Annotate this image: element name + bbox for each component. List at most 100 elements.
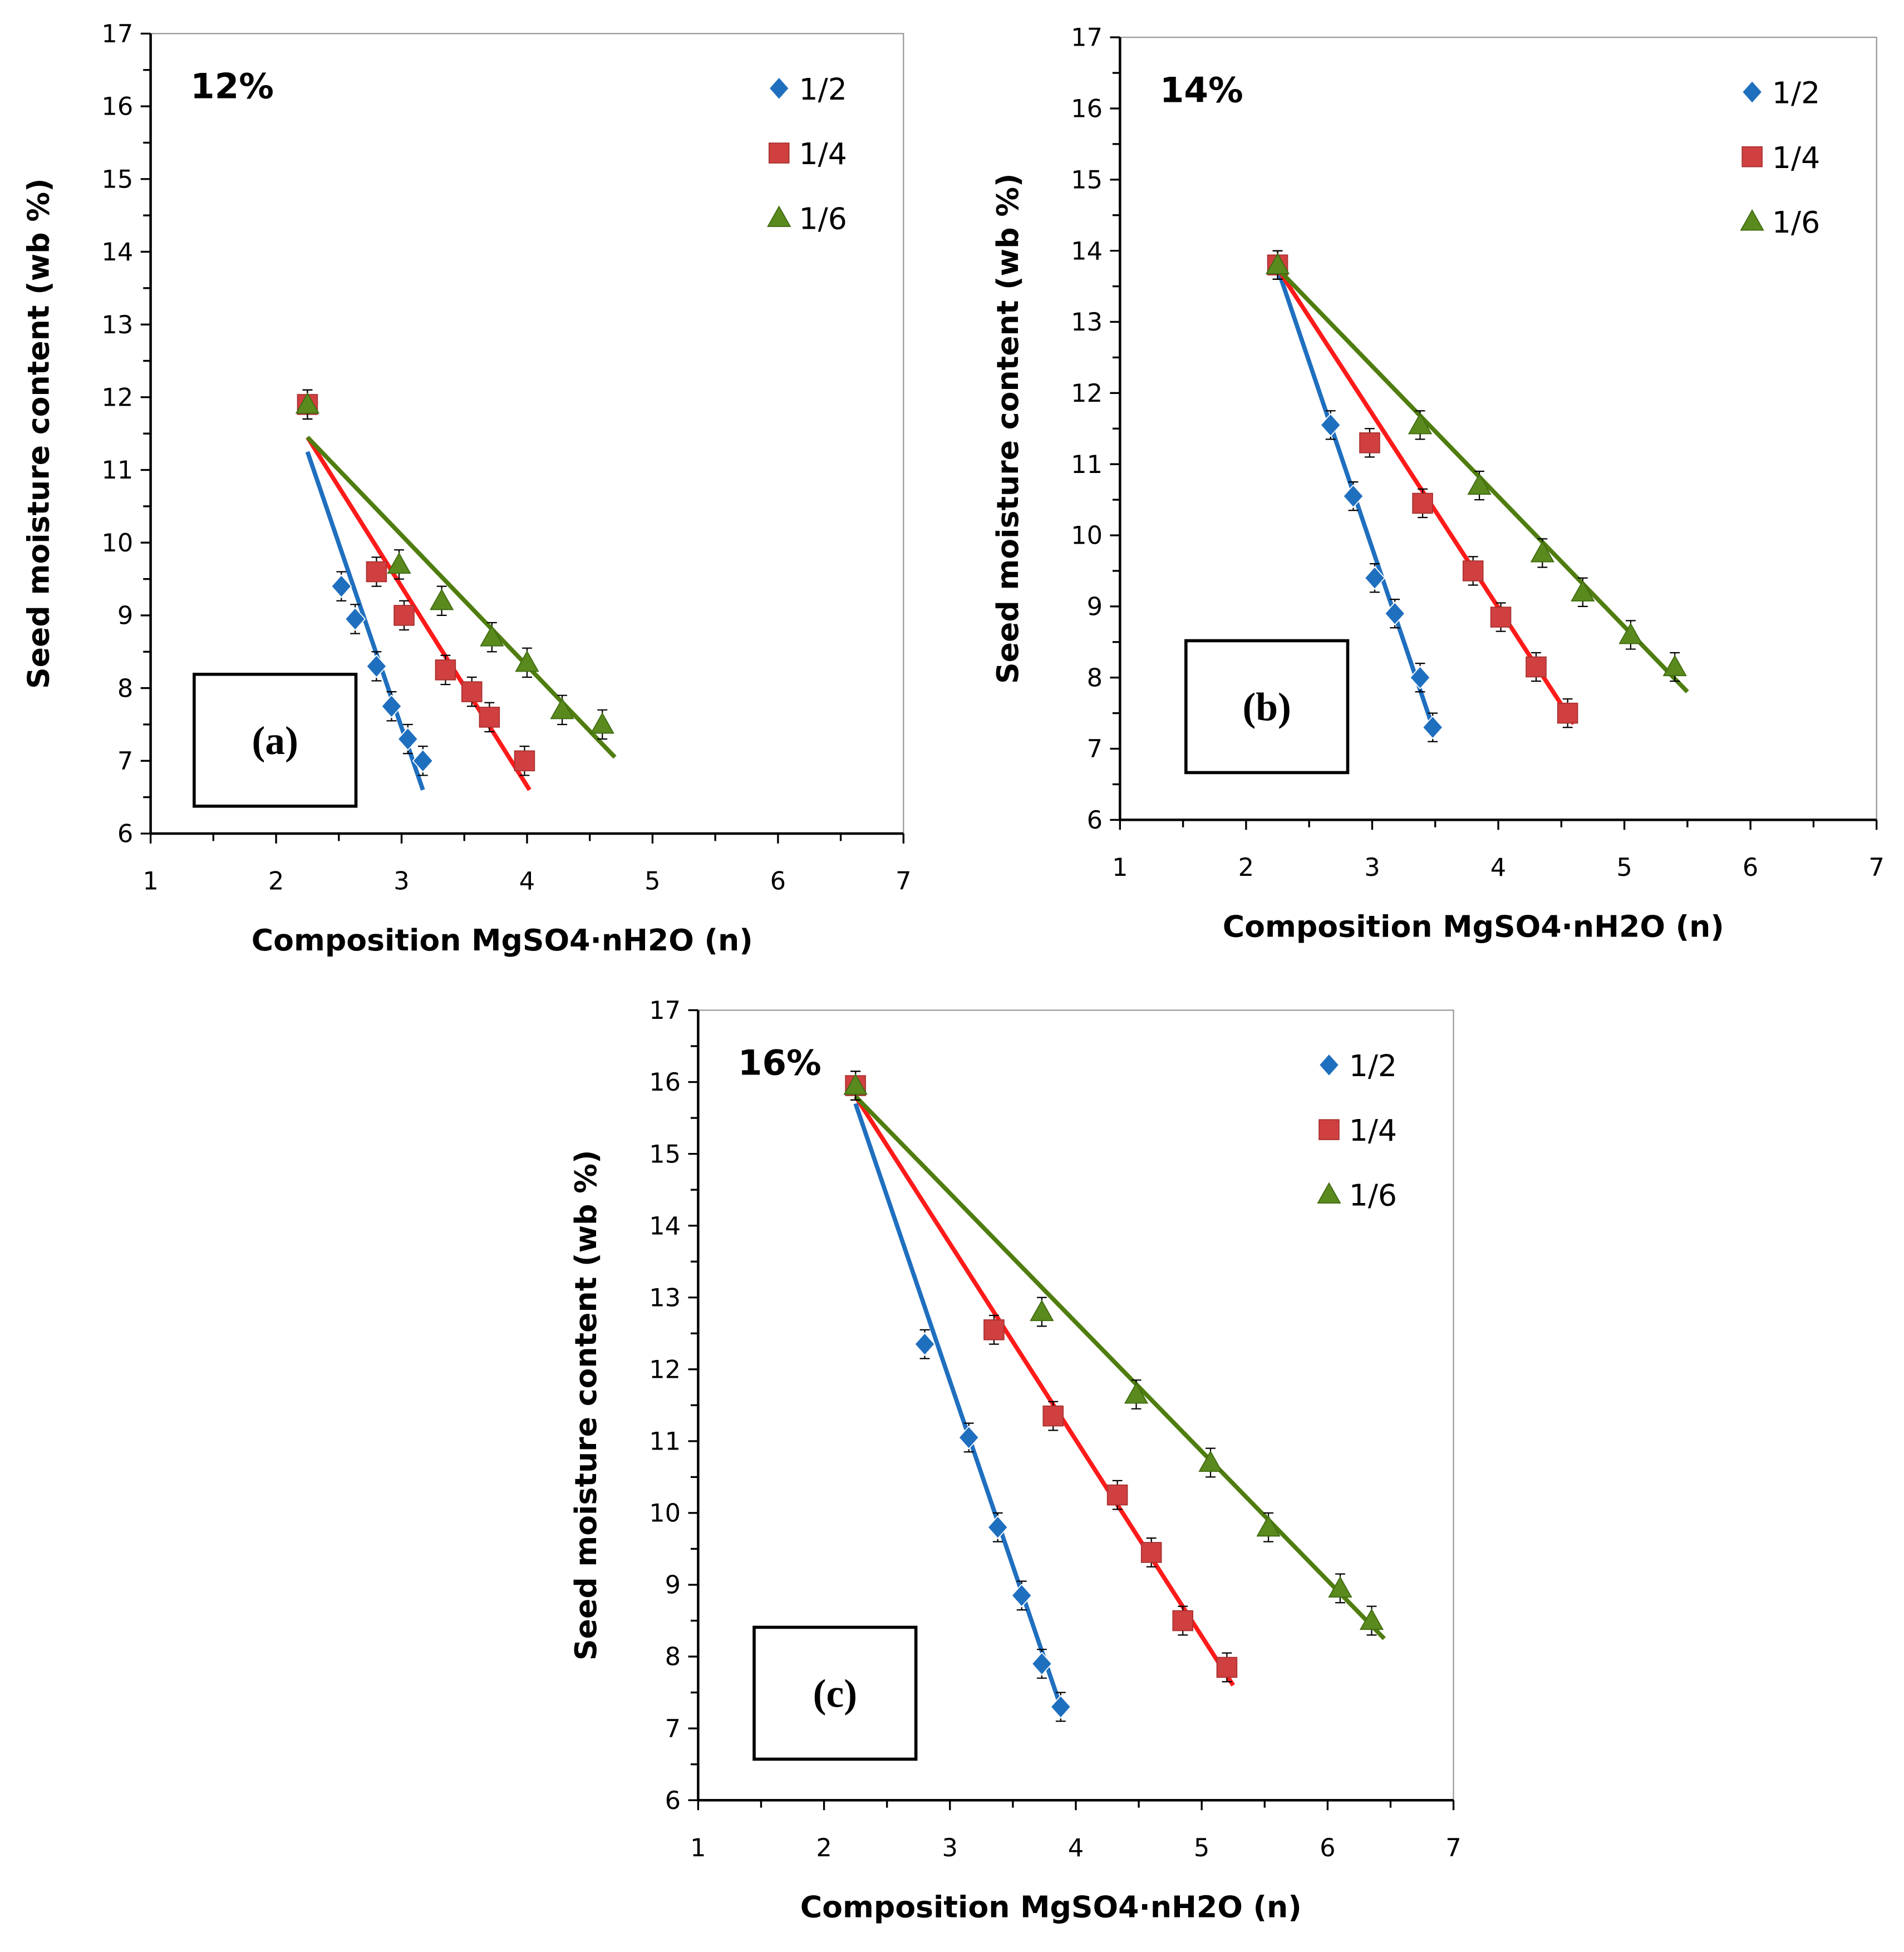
y-tick-label: 16 (649, 1067, 681, 1097)
y-tick-label: 12 (101, 382, 133, 412)
x-tick-label: 5 (1194, 1833, 1209, 1862)
data-point-1-6 (295, 392, 320, 414)
data-point-1-2 (914, 1332, 936, 1357)
x-tick-label: 1 (142, 866, 158, 896)
y-axis-label: Seed moisture content (wb %) (21, 178, 56, 689)
panel-label: (a) (252, 719, 298, 763)
data-point-1-2 (366, 654, 387, 678)
data-point-1-4 (1526, 656, 1547, 678)
y-tick-label: 13 (1071, 307, 1103, 337)
legend-marker-1-4 (1318, 1119, 1340, 1140)
x-tick-label: 1 (690, 1833, 706, 1862)
data-point-1-2 (1031, 1652, 1052, 1676)
x-tick-label: 7 (1445, 1833, 1461, 1862)
legend-marker-1-2 (768, 76, 790, 101)
y-tick-label: 16 (101, 92, 133, 121)
legend-label: 1/4 (799, 136, 847, 171)
data-point-1-4 (1359, 432, 1380, 454)
data-point-1-4 (435, 659, 456, 681)
data-point-1-6 (1467, 473, 1492, 495)
legend-label: 1/2 (799, 72, 847, 107)
x-tick-label: 2 (268, 866, 284, 896)
y-tick-label: 10 (649, 1498, 681, 1528)
y-tick-label: 9 (1087, 592, 1103, 622)
annotation-label: 14% (1160, 70, 1243, 110)
y-tick-label: 7 (665, 1714, 681, 1743)
data-point-1-2 (958, 1425, 980, 1450)
data-point-1-4 (1106, 1484, 1128, 1506)
x-tick-label: 4 (1490, 852, 1506, 882)
x-tick-label: 3 (393, 866, 409, 896)
y-tick-label: 14 (1071, 236, 1103, 265)
fit-line-1-6 (854, 1095, 1386, 1640)
x-tick-label: 3 (1364, 852, 1380, 882)
annotation-label: 12% (190, 66, 274, 107)
y-tick-label: 6 (1087, 805, 1103, 835)
y-tick-label: 17 (1071, 23, 1103, 52)
y-tick-label: 14 (649, 1211, 681, 1240)
data-point-1-6 (1359, 1608, 1384, 1630)
legend-label: 1/2 (1772, 76, 1820, 111)
data-point-1-6 (1530, 541, 1554, 563)
panel-label-box (752, 1625, 918, 1761)
y-axis-label: Seed moisture content (wb %) (990, 173, 1025, 684)
x-tick-label: 4 (1068, 1833, 1084, 1862)
data-point-1-6 (1328, 1576, 1352, 1598)
data-point-1-2 (1384, 602, 1406, 626)
y-tick-label: 10 (1071, 521, 1103, 550)
legend-label: 1/4 (1349, 1113, 1397, 1148)
data-point-1-2 (412, 748, 434, 773)
x-tick-label: 4 (519, 866, 535, 896)
y-tick-label: 8 (117, 673, 133, 703)
y-tick-label: 10 (101, 528, 133, 558)
legend-marker-1-6 (767, 205, 791, 227)
data-point-1-6 (550, 697, 574, 719)
legend-marker-1-2 (1318, 1053, 1340, 1077)
y-tick-label: 15 (101, 164, 133, 194)
x-tick-label: 3 (942, 1833, 958, 1862)
data-point-1-2 (1320, 413, 1341, 437)
data-point-1-6 (1618, 623, 1643, 644)
panel-label-box (193, 673, 358, 808)
panel-label: (b) (1242, 686, 1291, 729)
data-point-1-2 (1050, 1694, 1071, 1719)
data-point-1-4 (1140, 1542, 1162, 1563)
fit-line-1-4 (853, 1095, 1235, 1687)
y-tick-label: 7 (117, 746, 133, 776)
data-point-1-4 (1557, 702, 1578, 724)
x-axis-label: Composition MgSO4·nH2O (n) (1223, 909, 1724, 944)
data-point-1-2 (987, 1515, 1008, 1540)
y-tick-label: 6 (665, 1786, 681, 1815)
y-tick-label: 13 (101, 310, 133, 339)
y-tick-label: 8 (1087, 663, 1103, 692)
x-tick-label: 7 (1868, 852, 1884, 882)
data-point-1-4 (1490, 607, 1512, 628)
data-point-1-6 (843, 1073, 868, 1095)
y-tick-label: 16 (1071, 94, 1103, 124)
legend-label: 1/6 (1349, 1178, 1397, 1213)
data-point-1-4 (1216, 1657, 1238, 1678)
legend-marker-1-4 (1741, 146, 1763, 167)
x-tick-label: 6 (770, 866, 786, 896)
data-point-1-2 (1422, 715, 1444, 740)
x-axis-label: Composition MgSO4·nH2O (n) (252, 923, 753, 958)
data-point-1-4 (1042, 1405, 1064, 1427)
legend-label: 1/6 (1772, 205, 1820, 240)
panel-label-box (1184, 639, 1350, 775)
data-point-1-6 (1124, 1382, 1149, 1404)
data-point-1-6 (515, 650, 539, 672)
x-tick-label: 2 (1238, 852, 1254, 882)
data-point-1-2 (381, 694, 402, 718)
x-axis-label: Composition MgSO4·nH2O (n) (800, 1889, 1302, 1924)
legend-label: 1/2 (1349, 1048, 1397, 1083)
data-point-1-4 (1172, 1610, 1194, 1631)
data-point-1-2 (397, 727, 419, 751)
fit-line-1-2 (853, 1103, 1066, 1715)
y-tick-label: 7 (1087, 734, 1103, 763)
y-tick-label: 12 (649, 1354, 681, 1384)
data-point-1-6 (1662, 654, 1687, 677)
x-tick-label: 7 (896, 866, 911, 896)
data-point-1-6 (1030, 1299, 1054, 1322)
